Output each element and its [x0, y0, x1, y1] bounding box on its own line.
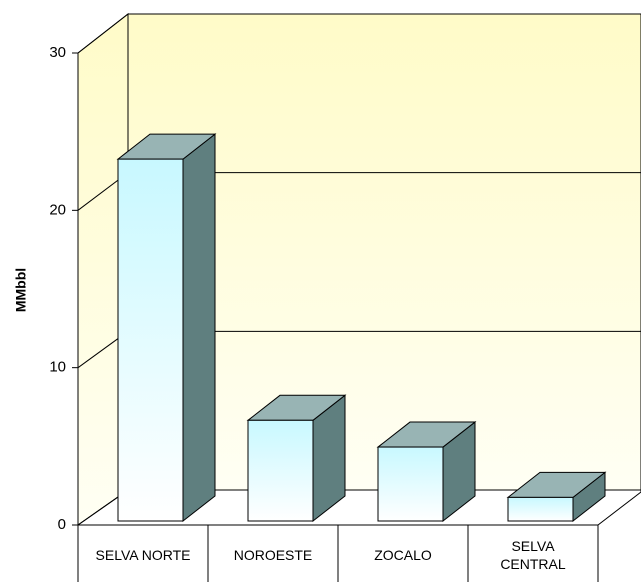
bar-front: [377, 446, 444, 522]
bar-side: [182, 133, 216, 523]
x-tick-label: SELVA NORTE: [95, 547, 191, 563]
y-tick-label: 20: [49, 201, 66, 218]
bar-front: [247, 419, 314, 522]
bar: [246, 394, 347, 523]
bar: [116, 133, 217, 523]
bar-front: [507, 496, 574, 522]
bar: [376, 421, 477, 523]
bar: [506, 471, 607, 523]
x-tick-label: ZOCALO: [374, 547, 432, 563]
x-tick-label: NOROESTE: [233, 547, 313, 563]
y-axis-title: MMbbl: [13, 268, 29, 312]
bar-front: [117, 158, 184, 522]
x-tick-label: SELVA CENTRAL: [500, 538, 566, 572]
y-tick-label: 30: [49, 44, 66, 61]
y-tick-label: 10: [49, 359, 66, 376]
y-tick-label: 0: [58, 516, 66, 533]
side-grid-line: [77, 13, 129, 54]
